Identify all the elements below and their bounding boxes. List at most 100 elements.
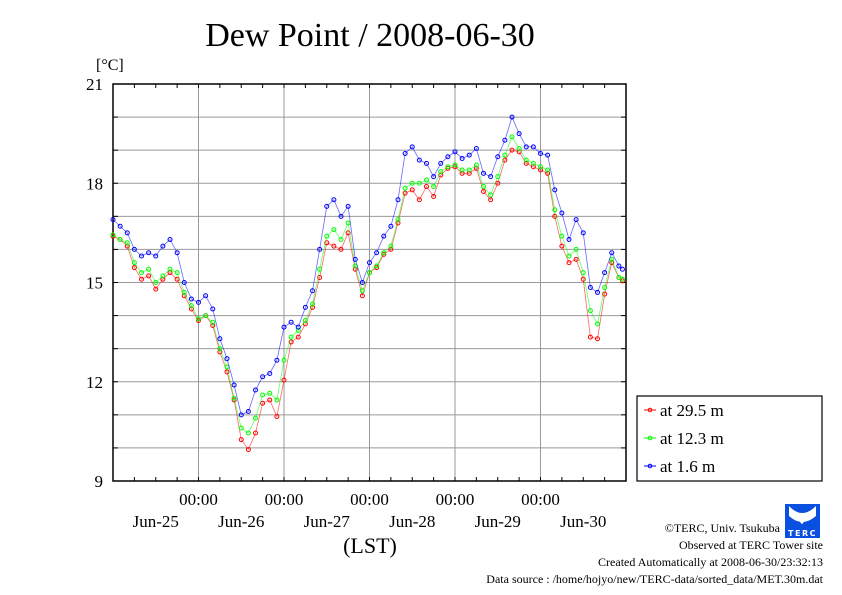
data-point	[260, 400, 266, 406]
data-point	[573, 256, 579, 262]
y-tick-label: 12	[86, 373, 103, 392]
data-point	[224, 369, 230, 375]
data-point	[495, 154, 501, 160]
data-point	[331, 227, 337, 233]
data-point	[580, 230, 586, 236]
plot-frame	[112, 83, 627, 482]
data-point	[481, 189, 486, 195]
data-point	[488, 174, 494, 180]
data-point	[602, 291, 608, 297]
data-point	[416, 157, 422, 163]
data-point	[245, 430, 251, 436]
data-point	[331, 197, 337, 203]
legend-swatch-marker	[647, 435, 653, 441]
x-tick-label-date: Jun-27	[304, 512, 351, 531]
data-point	[160, 273, 166, 279]
y-axis-unit: [°C]	[96, 57, 124, 74]
data-point	[267, 390, 273, 396]
data-point	[317, 246, 323, 252]
data-point	[459, 155, 465, 161]
data-point	[317, 266, 323, 272]
data-point	[117, 236, 123, 242]
chart-title: Dew Point / 2008-06-30	[205, 17, 535, 54]
data-point	[438, 160, 444, 166]
data-point	[288, 319, 294, 325]
data-point	[488, 197, 494, 203]
y-tick-label: 18	[86, 174, 103, 193]
data-point	[131, 265, 137, 271]
data-point	[253, 415, 258, 421]
data-point	[587, 284, 593, 290]
data-point	[324, 240, 330, 246]
data-point	[595, 321, 600, 327]
data-point	[131, 260, 137, 266]
data-point	[538, 150, 543, 156]
data-point	[580, 270, 586, 276]
data-point	[359, 293, 365, 299]
data-point	[495, 174, 501, 180]
data-point	[338, 246, 344, 252]
data-point	[231, 382, 237, 388]
data-point	[466, 167, 472, 173]
data-point	[619, 266, 625, 272]
data-point	[260, 374, 266, 380]
legend-swatch-marker	[647, 407, 653, 413]
data-point	[359, 288, 365, 294]
data-point	[167, 266, 173, 272]
data-point	[445, 154, 451, 160]
data-point	[473, 162, 479, 168]
data-point	[324, 233, 330, 239]
grid	[113, 84, 626, 481]
data-point	[459, 167, 465, 173]
data-point	[210, 319, 216, 325]
data-point	[602, 270, 608, 276]
data-point	[402, 190, 408, 196]
data-point	[110, 217, 116, 223]
data-point	[295, 334, 301, 340]
data-point	[566, 260, 572, 266]
data-point	[466, 170, 472, 176]
x-tick-label-date: Jun-28	[389, 512, 435, 531]
data-point	[359, 280, 365, 285]
data-point	[573, 246, 579, 252]
data-point	[231, 395, 237, 401]
data-point	[288, 334, 294, 340]
data-point	[573, 217, 579, 223]
data-point	[238, 425, 244, 431]
data-point	[523, 144, 529, 150]
legend-label: at 12.3 m	[660, 429, 724, 448]
data-point	[530, 160, 536, 166]
x-tick-label-date: Jun-25	[133, 512, 179, 531]
data-point	[288, 339, 294, 345]
data-point	[174, 270, 180, 276]
data-point	[295, 327, 301, 333]
y-tick-label: 21	[86, 75, 103, 94]
data-point	[367, 270, 372, 276]
data-point	[253, 430, 258, 436]
series-group	[110, 114, 625, 453]
data-point	[345, 203, 351, 209]
data-point	[538, 164, 543, 170]
x-tick-label-date: Jun-30	[560, 512, 606, 531]
data-point	[388, 243, 394, 249]
data-point	[267, 370, 273, 376]
data-point	[395, 197, 401, 203]
x-tick-label-time: 00:00	[436, 490, 475, 509]
data-point	[595, 289, 600, 295]
x-tick-label-date: Jun-26	[218, 512, 264, 531]
data-point	[245, 409, 251, 415]
data-point	[445, 164, 451, 170]
data-point	[267, 397, 273, 403]
data-point	[616, 263, 622, 269]
data-point	[331, 243, 337, 249]
data-point	[587, 308, 593, 314]
data-point	[124, 243, 130, 249]
data-point	[566, 236, 572, 242]
data-point	[224, 356, 230, 362]
data-point	[124, 230, 130, 236]
data-point	[160, 243, 166, 249]
data-point	[181, 289, 187, 295]
data-point	[381, 250, 387, 256]
data-point	[495, 180, 501, 186]
